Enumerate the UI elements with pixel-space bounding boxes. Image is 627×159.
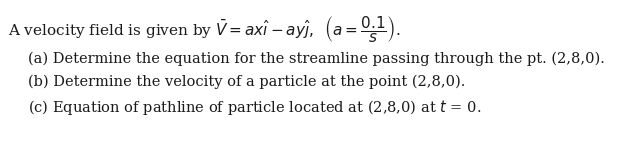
Text: (a) Determine the equation for the streamline passing through the pt. (2,8,0).: (a) Determine the equation for the strea… xyxy=(28,52,605,66)
Text: A velocity field is given by $\bar{V} = ax\hat{\imath} - ay\hat{\jmath},$$\;\;  : A velocity field is given by $\bar{V} = … xyxy=(8,14,401,44)
Text: (b) Determine the velocity of a particle at the point (2,8,0).: (b) Determine the velocity of a particle… xyxy=(28,75,465,89)
Text: (c) Equation of pathline of particle located at (2,8,0) at $t$ = 0.: (c) Equation of pathline of particle loc… xyxy=(28,98,482,117)
